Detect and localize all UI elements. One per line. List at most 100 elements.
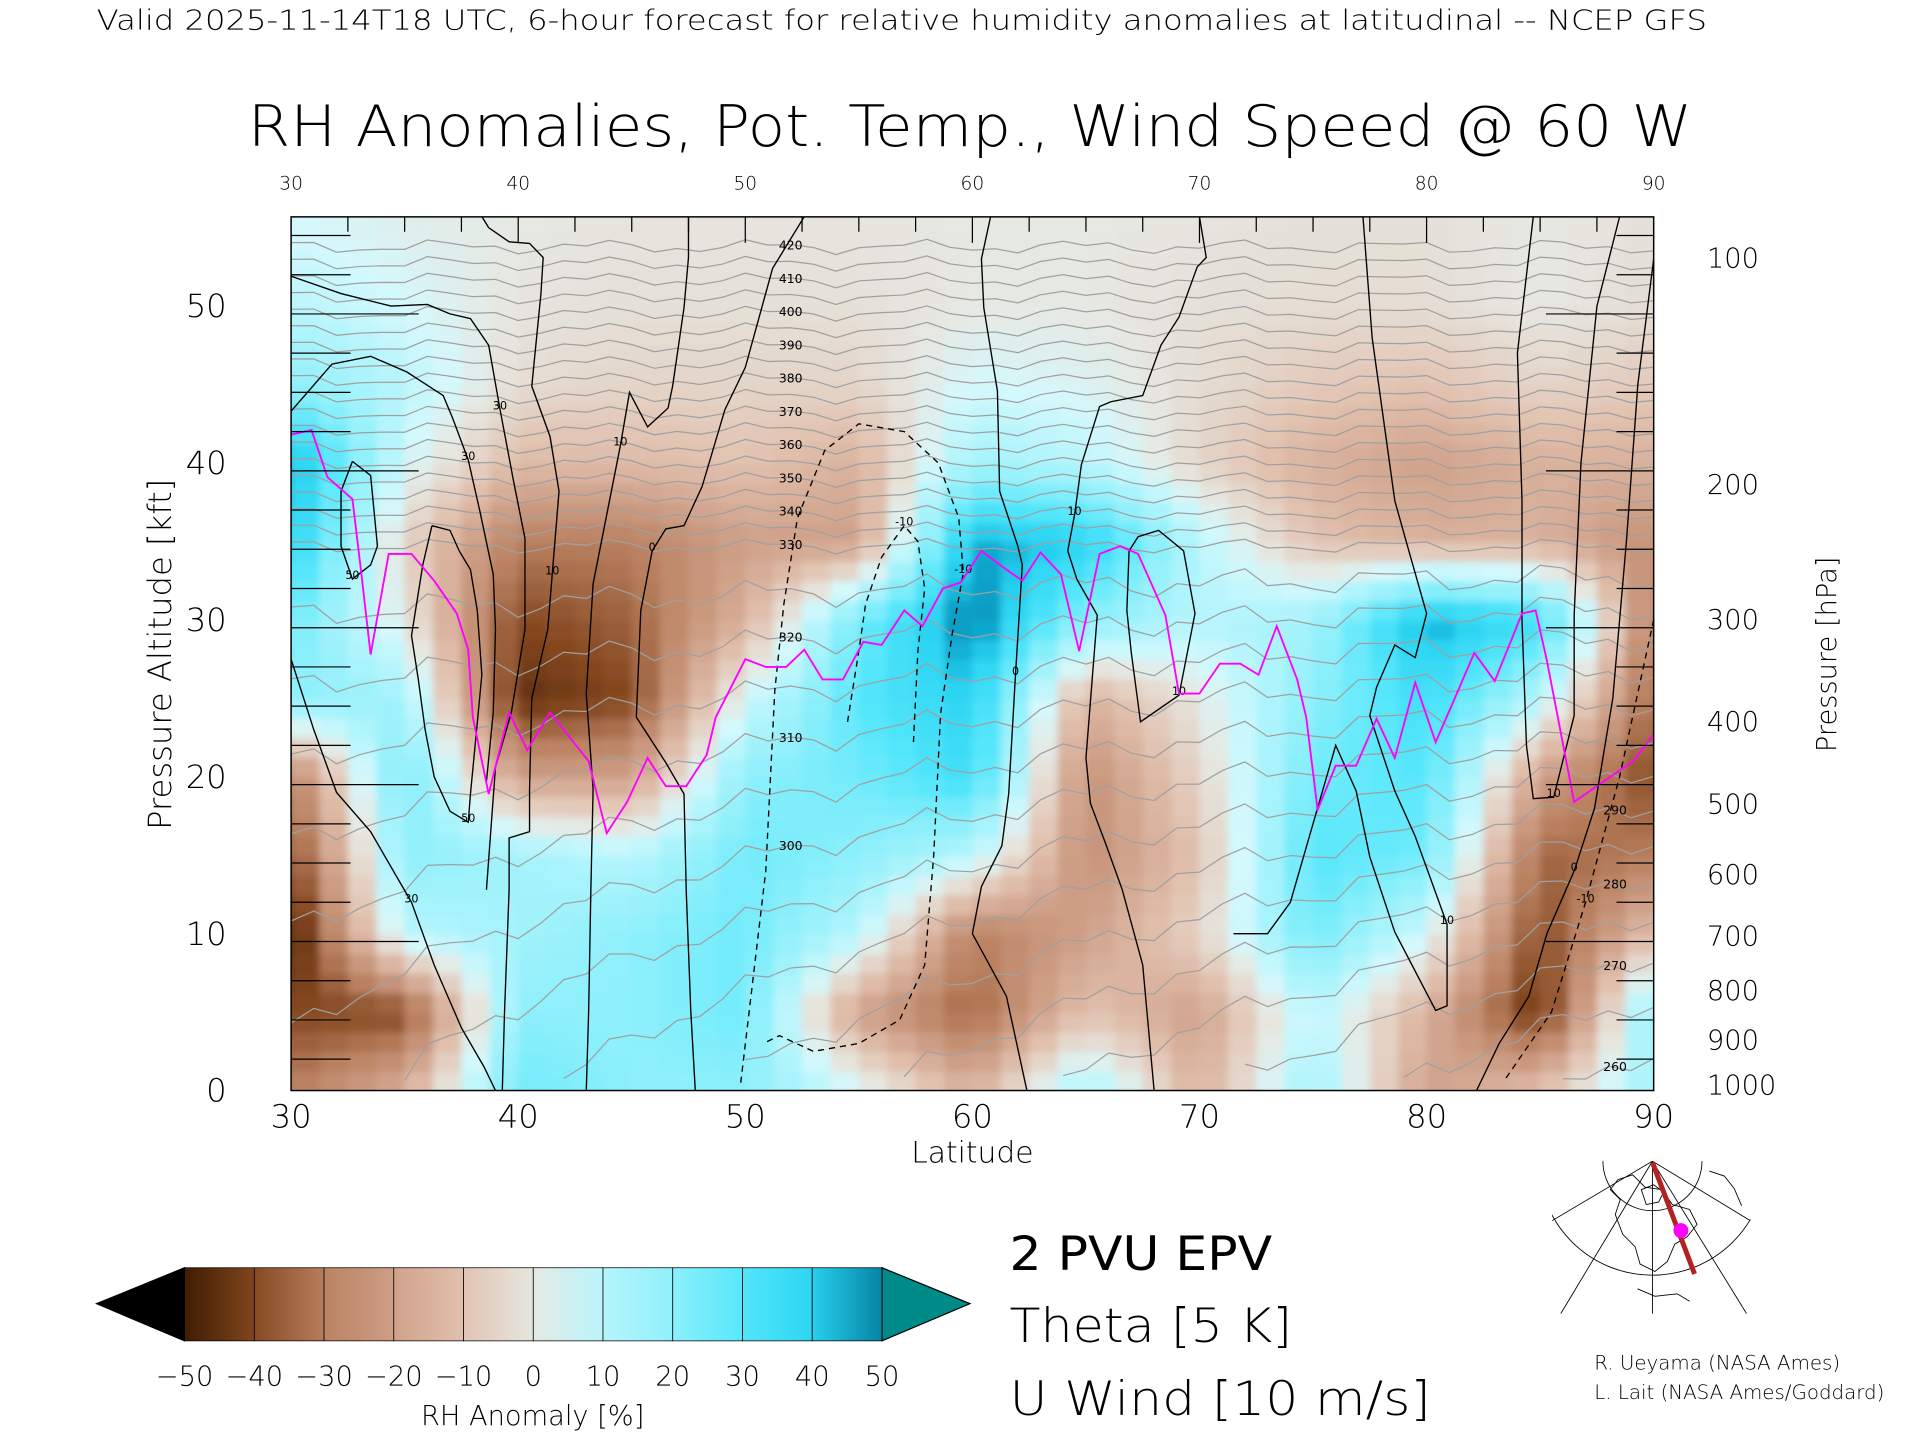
heatmap-cell [1653,521,1654,543]
colorbar-segment [742,1267,813,1342]
heatmap-cell [575,600,605,621]
heatmap-cell [1142,894,1173,916]
heatmap-cell [631,619,662,641]
heatmap-cell [291,482,321,504]
heatmap-cell [347,423,378,445]
heatmap-cell [1369,541,1400,562]
heatmap-cell [830,561,860,582]
heatmap-cell [972,561,1002,582]
heatmap-cell [660,169,689,190]
heatmap-cell [376,502,406,523]
heatmap-cell [773,992,804,1014]
heatmap-cell [944,216,974,229]
heatmap-cell [1000,972,1031,994]
heatmap-cell [489,1031,520,1053]
heatmap-cell [887,580,917,602]
theta-contour-label: 420 [779,239,803,253]
heatmap-cell [1029,855,1059,876]
heatmap-cell [858,972,889,994]
heatmap-cell [1199,423,1229,445]
heatmap-cell [1256,247,1286,268]
heatmap-cell [603,894,633,916]
heatmap-cell [688,521,718,543]
heatmap-cell [1256,443,1286,464]
heatmap-cell [291,482,293,504]
heatmap-cell [1398,384,1428,406]
heatmap-cell [603,247,633,268]
heatmap-cell [1454,404,1485,425]
heatmap-cell [376,345,406,366]
heatmap-cell [716,247,747,268]
heatmap-cell [1029,1031,1059,1053]
heatmap-cell [291,855,293,876]
heatmap-cell [518,345,548,366]
heatmap-cell [404,717,435,739]
heatmap-cell [489,816,520,837]
heatmap-cell [518,1012,548,1033]
heatmap-cell [972,874,1002,896]
heatmap-cell [603,541,633,562]
heatmap-cell [1483,1051,1513,1072]
heatmap-cell [1000,933,1031,955]
heatmap-cell [1085,894,1116,916]
heatmap-cell [1369,216,1400,229]
heatmap-cell [660,423,690,445]
heatmap-cell [1171,600,1201,621]
heatmap-cell [404,992,435,1014]
heatmap-cell [1313,678,1343,700]
heatmap-cell [291,1070,321,1091]
theta-contour [291,504,1654,522]
heatmap-cell [291,404,293,425]
heatmap-cell [1171,247,1201,268]
heatmap-cell [1540,423,1570,445]
heatmap-cell [1171,462,1201,484]
heatmap-cell [1398,286,1428,308]
heatmap-cell [1313,1031,1343,1053]
heatmap-cell [716,796,747,817]
heatmap-cell [1313,561,1343,582]
colorbar-tick-label: 20 [655,1361,690,1392]
heatmap-cell [489,286,520,308]
colorbar-segment [532,1267,604,1342]
u-wind-contour-label: 10 [613,436,627,449]
heatmap-cell [1114,796,1144,817]
heatmap-cell [830,266,860,288]
heatmap-cell [1000,286,1031,308]
heatmap-cell [1369,423,1400,445]
heatmap-cell [972,894,1002,916]
heatmap-cell [773,266,804,288]
theta-contour-label: 400 [779,305,803,319]
heatmap-cell [1000,737,1031,759]
heatmap-cell [1625,717,1654,739]
heatmap-cell [489,737,520,759]
heatmap-cell [688,796,718,817]
heatmap-cell [1114,423,1144,445]
heatmap-cell [1057,678,1087,700]
heatmap-cell [716,502,747,523]
heatmap-cell [887,404,917,425]
heatmap-cell [1114,1031,1144,1053]
heatmap-cell [915,972,946,994]
heatmap-cell [1000,521,1031,543]
heatmap-cell [461,227,491,249]
heatmap-cell [1511,835,1542,857]
heatmap-cell [1199,953,1229,974]
heatmap-cell [575,541,605,562]
heatmap-cell [1426,306,1456,327]
heatmap-cell [575,502,605,523]
heatmap-cell [858,1031,889,1053]
heatmap-cell [915,502,946,523]
heatmap-cell [745,266,775,288]
theta-contour [291,454,1654,472]
heatmap-cell [489,325,520,347]
heatmap-cell [461,404,491,425]
colorbar-above-triangle [881,1266,972,1342]
heatmap-cell [1142,462,1173,484]
heatmap-cell [376,1051,406,1072]
heatmap-cell [1596,619,1627,641]
heatmap-cell [716,216,747,229]
heatmap-cell [1285,1091,1314,1112]
heatmap-cell [944,482,974,504]
heatmap-cell [319,717,349,739]
heatmap-cell [1171,717,1201,739]
